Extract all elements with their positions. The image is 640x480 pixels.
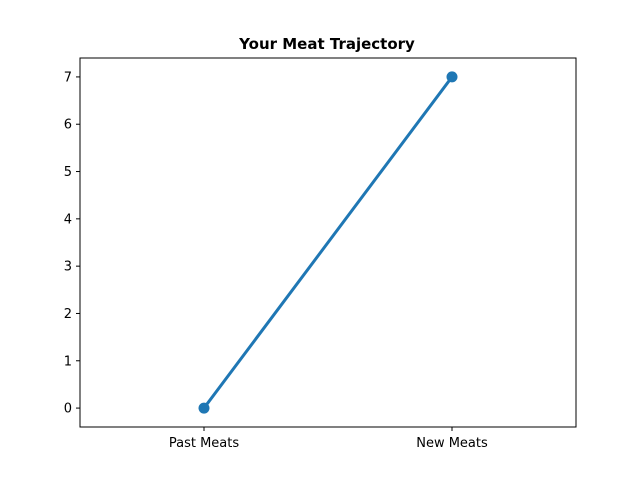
series-layer [198,71,458,414]
y-tick-label: 3 [64,260,72,275]
data-point [198,402,210,414]
y-axis: 0 1 2 3 4 5 6 7 [64,70,80,417]
y-tick-label: 5 [64,165,72,180]
y-tick-label: 2 [64,307,72,322]
chart-title: Your Meat Trajectory [238,35,415,53]
x-tick-label: New Meats [416,436,488,451]
y-tick-label: 6 [64,118,72,133]
series-line [202,75,454,410]
plot-area-frame [79,57,577,428]
y-tick-label: 0 [64,402,72,417]
x-axis: Past Meats New Meats [169,427,488,451]
x-tick-label: Past Meats [169,436,240,451]
y-tick-label: 7 [64,70,72,85]
data-point [446,71,458,83]
y-tick-label: 4 [64,212,72,227]
y-tick-label: 1 [64,354,72,369]
